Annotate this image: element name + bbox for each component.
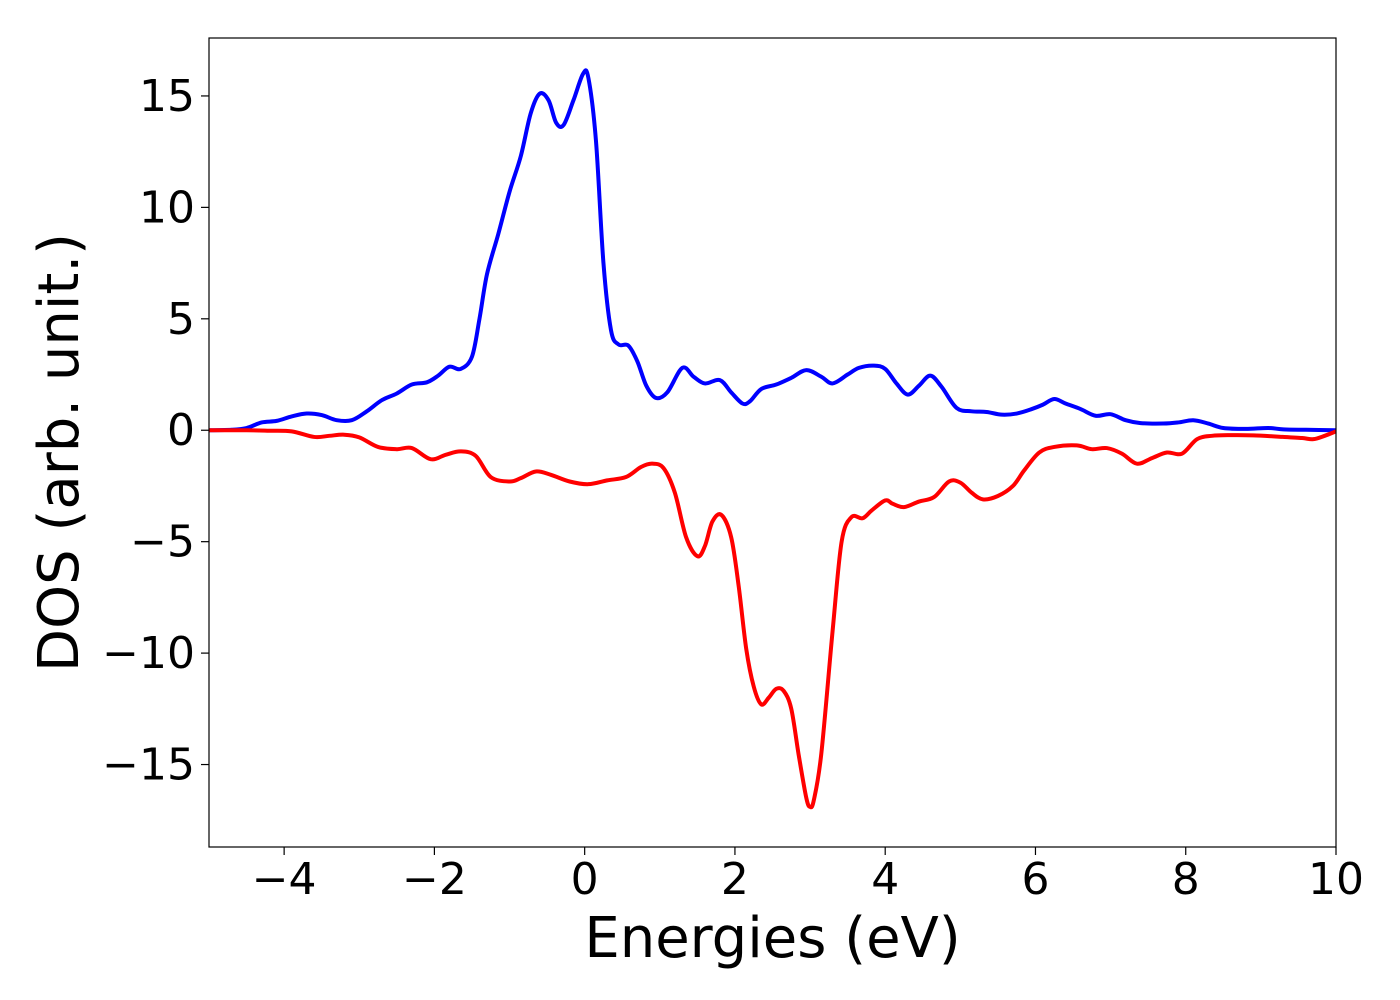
series-line-1 bbox=[209, 68, 1336, 433]
x-axis-ticks: −4 −2 0 2 4 6 8 10 bbox=[252, 847, 1364, 905]
y-axis-ticks: 15 10 5 0 −5 −10 −15 bbox=[102, 71, 209, 791]
x-tick-label: 6 bbox=[1021, 854, 1049, 905]
x-axis-label: Energies (eV) bbox=[584, 906, 960, 971]
x-tick-label: 8 bbox=[1172, 854, 1200, 905]
y-tick-label: 10 bbox=[139, 182, 195, 233]
x-tick-label: 10 bbox=[1308, 854, 1364, 905]
x-tick-label: −4 bbox=[252, 854, 317, 905]
y-tick-label: −15 bbox=[102, 740, 195, 791]
y-axis-label: DOS (arb. unit.) bbox=[27, 233, 92, 672]
x-tick-label: 2 bbox=[721, 854, 749, 905]
y-tick-label: −5 bbox=[130, 517, 195, 568]
series-line-2 bbox=[209, 428, 1336, 810]
series-layer bbox=[209, 68, 1336, 810]
y-tick-label: 15 bbox=[139, 71, 195, 122]
y-tick-label: −10 bbox=[102, 628, 195, 679]
x-tick-label: −2 bbox=[402, 854, 467, 905]
x-tick-label: 0 bbox=[571, 854, 599, 905]
y-tick-label: 5 bbox=[167, 294, 195, 345]
x-tick-label: 4 bbox=[871, 854, 899, 905]
y-tick-label: 0 bbox=[167, 405, 195, 456]
plot-frame bbox=[208, 37, 1337, 848]
